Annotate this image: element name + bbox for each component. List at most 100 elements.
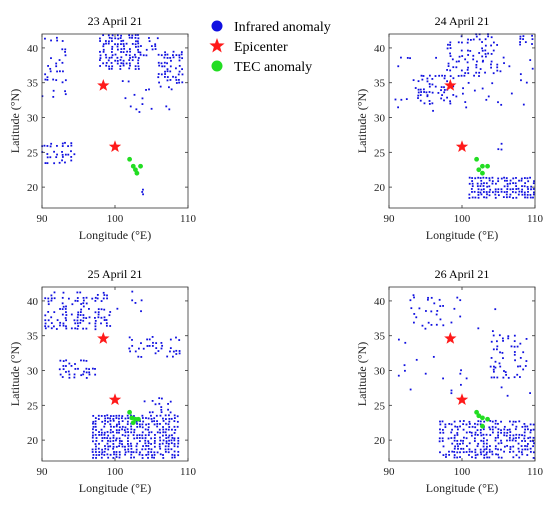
infrared-point [520, 179, 523, 182]
infrared-point [64, 153, 67, 156]
infrared-point [50, 57, 52, 60]
infrared-point [83, 370, 85, 373]
infrared-point [460, 74, 463, 77]
infrared-point [56, 70, 58, 73]
infrared-point [431, 83, 434, 86]
infrared-point [176, 425, 179, 428]
infrared-point [155, 342, 158, 345]
infrared-point [64, 308, 67, 310]
infrared-point [500, 431, 502, 434]
infrared-point [515, 433, 518, 436]
infrared-point [145, 417, 147, 419]
infrared-point [165, 437, 168, 439]
infrared-point [409, 299, 412, 302]
infrared-point [400, 56, 402, 59]
tec-point [129, 415, 135, 421]
infrared-point [515, 454, 518, 457]
infrared-point [449, 41, 452, 44]
infrared-point [162, 454, 164, 456]
infrared-point [133, 437, 136, 440]
infrared-point [514, 420, 517, 423]
infrared-point [532, 457, 535, 459]
infrared-point [516, 345, 519, 348]
infrared-point [489, 420, 492, 422]
infrared-point [459, 425, 461, 428]
infrared-point [527, 428, 529, 431]
infrared-point [126, 428, 129, 431]
infrared-point [426, 77, 429, 80]
infrared-point [468, 182, 471, 185]
infrared-point [453, 420, 456, 423]
infrared-point [44, 325, 47, 328]
infrared-point [483, 454, 486, 457]
infrared-point [474, 456, 477, 459]
infrared-point [154, 403, 157, 406]
infrared-point [492, 334, 495, 337]
infrared-point [440, 97, 443, 100]
infrared-point [415, 316, 418, 319]
infrared-point [134, 36, 137, 39]
infrared-point [466, 445, 468, 447]
infrared-point [443, 77, 446, 80]
infrared-point [524, 448, 527, 451]
infrared-point [162, 428, 165, 431]
infrared-point [425, 91, 428, 94]
infrared-point [139, 53, 142, 56]
infrared-point [468, 442, 471, 445]
infrared-point [519, 35, 522, 38]
infrared-point [147, 453, 150, 456]
infrared-point [131, 338, 133, 341]
infrared-point [44, 327, 47, 330]
infrared-point [76, 300, 79, 302]
infrared-point [468, 426, 471, 428]
tec-point [130, 163, 136, 169]
infrared-point [482, 428, 485, 431]
infrared-point [480, 179, 483, 182]
infrared-point [169, 347, 172, 350]
infrared-point [50, 39, 52, 42]
infrared-point [158, 397, 161, 400]
infrared-point [518, 433, 521, 436]
infrared-point [472, 54, 475, 57]
x-axis-label: Longitude (°E) [79, 228, 151, 242]
infrared-point [458, 55, 461, 58]
infrared-point [503, 191, 506, 193]
infrared-point [476, 453, 479, 456]
infrared-point [165, 105, 168, 108]
infrared-point [116, 59, 119, 62]
infrared-point [88, 322, 91, 325]
infrared-point [49, 156, 52, 159]
infrared-point [137, 37, 140, 40]
infrared-point [485, 433, 488, 436]
y-tick-label: 30 [27, 113, 39, 125]
infrared-point [413, 296, 415, 299]
infrared-point [92, 440, 94, 443]
infrared-point [94, 373, 97, 376]
infrared-point [175, 353, 178, 355]
infrared-point [120, 417, 123, 420]
infrared-point [503, 179, 506, 182]
infrared-point [506, 444, 509, 447]
infrared-point [403, 364, 406, 367]
x-tick-label: 100 [454, 213, 471, 225]
infrared-point [162, 420, 165, 422]
infrared-point [507, 335, 510, 338]
infrared-point [514, 182, 517, 185]
infrared-point [55, 36, 58, 39]
infrared-point [524, 196, 526, 199]
infrared-point [130, 414, 132, 417]
infrared-point [153, 454, 156, 456]
infrared-point [434, 75, 437, 77]
infrared-point [168, 86, 170, 89]
infrared-point [421, 78, 424, 81]
infrared-point [47, 297, 50, 300]
infrared-point [456, 425, 459, 428]
infrared-point [453, 434, 456, 437]
infrared-point [440, 89, 442, 92]
infrared-point [44, 78, 47, 81]
infrared-point [491, 428, 494, 431]
infrared-point [453, 447, 456, 450]
